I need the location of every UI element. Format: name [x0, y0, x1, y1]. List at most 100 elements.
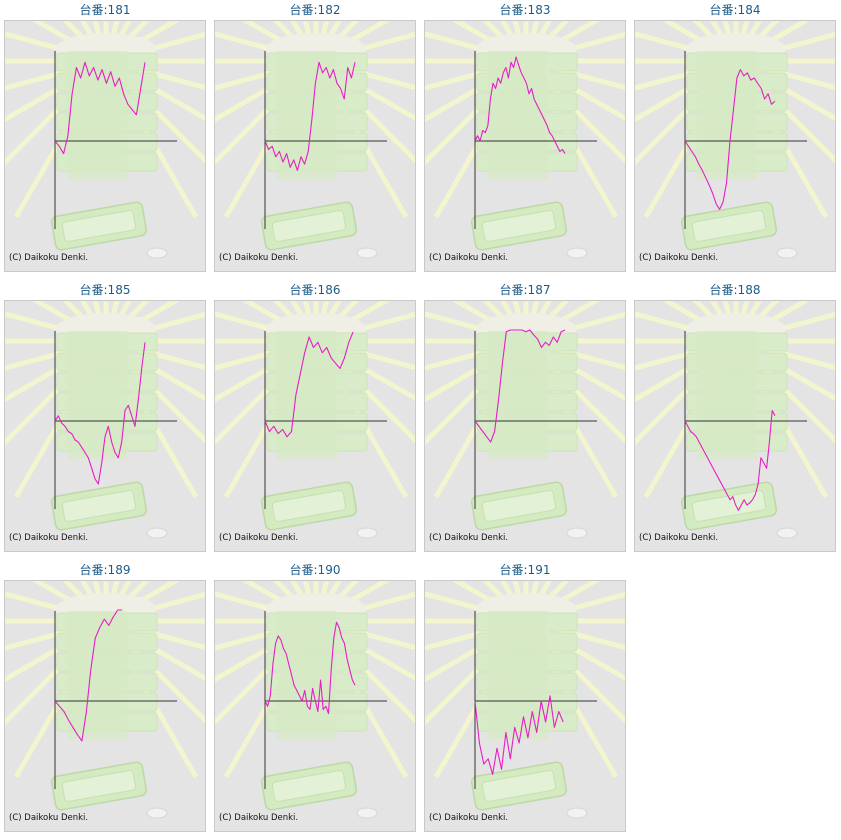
chart-title: 台番:187 [499, 283, 551, 297]
copyright-text: (C) Daikoku Denki. [639, 253, 719, 263]
chart-title: 台番:181 [79, 3, 131, 17]
chart-plot [635, 301, 835, 539]
chart-cell: 台番:187 (C) Daikoku Denki. [422, 280, 628, 560]
copyright-text: (C) Daikoku Denki. [639, 533, 719, 543]
tray-inner-decoration [271, 770, 347, 802]
tray-inner-decoration [481, 490, 557, 522]
ray-decoration [92, 301, 109, 342]
chart-panel: (C) Daikoku Denki. [634, 20, 836, 272]
dish-decoration [146, 247, 168, 259]
background-illustration [5, 301, 205, 539]
ray-decoration [313, 21, 330, 62]
tray-inner-decoration [61, 770, 137, 802]
chart-panel: (C) Daikoku Denki. [424, 580, 626, 832]
tray-inner-decoration [481, 210, 557, 242]
ray-decoration [103, 581, 120, 622]
background-illustration [425, 581, 625, 819]
copyright-text: (C) Daikoku Denki. [219, 813, 299, 823]
chart-plot [635, 21, 835, 259]
chart-panel: (C) Daikoku Denki. [634, 300, 836, 552]
background-illustration [425, 21, 625, 259]
ray-decoration [733, 301, 750, 342]
chart-panel: (C) Daikoku Denki. [4, 300, 206, 552]
background-illustration [215, 581, 415, 819]
chart-title: 台番:186 [289, 283, 341, 297]
series-line [264, 331, 354, 438]
pillar-decoration [487, 51, 547, 179]
chart-cell: 台番:183 (C) Daikoku Denki. [422, 0, 628, 280]
chart-cell: 台番:191 (C) Daikoku Denki. [422, 560, 628, 840]
chart-title: 台番:191 [499, 563, 551, 577]
pillar-decoration [67, 611, 127, 739]
chart-title: 台番:185 [79, 283, 131, 297]
chart-cell: 台番:190 (C) Daikoku Denki. [212, 560, 418, 840]
pillar-decoration [277, 611, 337, 739]
ray-decoration [92, 581, 109, 622]
pillar-decoration [697, 51, 757, 179]
copyright-text: (C) Daikoku Denki. [9, 253, 89, 263]
series-line [474, 329, 566, 443]
pillar-decoration [697, 331, 757, 459]
chart-plot [215, 301, 415, 539]
dish-decoration [566, 247, 588, 259]
chart-title: 台番:189 [79, 563, 131, 577]
pillar-decoration [487, 331, 547, 459]
dish-decoration [146, 807, 168, 819]
chart-plot [425, 21, 625, 259]
series-line [474, 56, 566, 154]
series-line [54, 342, 146, 485]
chart-panel: (C) Daikoku Denki. [214, 20, 416, 272]
copyright-text: (C) Daikoku Denki. [429, 813, 509, 823]
chart-title: 台番:190 [289, 563, 341, 577]
pillar-decoration [277, 331, 337, 459]
chart-cell: 台番:184 (C) Daikoku Denki. [632, 0, 838, 280]
series-line [684, 409, 776, 511]
copyright-text: (C) Daikoku Denki. [9, 813, 89, 823]
background-illustration [215, 301, 415, 539]
pillar-decoration [67, 51, 127, 179]
ray-decoration [103, 21, 120, 62]
copyright-text: (C) Daikoku Denki. [219, 533, 299, 543]
chart-title: 台番:183 [499, 3, 551, 17]
chart-cell: 台番:189 (C) Daikoku Denki. [2, 560, 208, 840]
background-illustration [425, 301, 625, 539]
chart-plot [425, 581, 625, 819]
chart-title: 台番:188 [709, 283, 761, 297]
ray-decoration [512, 301, 529, 342]
chart-plot [425, 301, 625, 539]
ray-decoration [92, 21, 109, 62]
ray-decoration [722, 21, 739, 62]
pillar-decoration [487, 611, 547, 739]
ray-decoration [523, 301, 540, 342]
ray-decoration [302, 581, 319, 622]
ray-decoration [302, 301, 319, 342]
ray-decoration [523, 21, 540, 62]
ray-decoration [302, 21, 319, 62]
series-line [474, 695, 564, 776]
chart-panel: (C) Daikoku Denki. [4, 20, 206, 272]
chart-panel: (C) Daikoku Denki. [424, 300, 626, 552]
chart-cell: 台番:186 (C) Daikoku Denki. [212, 280, 418, 560]
chart-plot [5, 21, 205, 259]
ray-decoration [103, 301, 120, 342]
dish-decoration [776, 247, 798, 259]
series-line [54, 61, 146, 155]
copyright-text: (C) Daikoku Denki. [429, 253, 509, 263]
chart-plot [5, 301, 205, 539]
chart-panel: (C) Daikoku Denki. [4, 580, 206, 832]
chart-title: 台番:184 [709, 3, 761, 17]
series-line [54, 609, 123, 742]
ray-decoration [512, 581, 529, 622]
tray-inner-decoration [61, 490, 137, 522]
dish-decoration [356, 527, 378, 539]
chart-panel: (C) Daikoku Denki. [424, 20, 626, 272]
dish-decoration [356, 247, 378, 259]
tray-inner-decoration [481, 770, 557, 802]
dish-decoration [776, 527, 798, 539]
dish-decoration [356, 807, 378, 819]
pillar-decoration [277, 51, 337, 179]
background-illustration [635, 301, 835, 539]
ray-decoration [512, 21, 529, 62]
background-illustration [635, 21, 835, 259]
chart-plot [215, 21, 415, 259]
